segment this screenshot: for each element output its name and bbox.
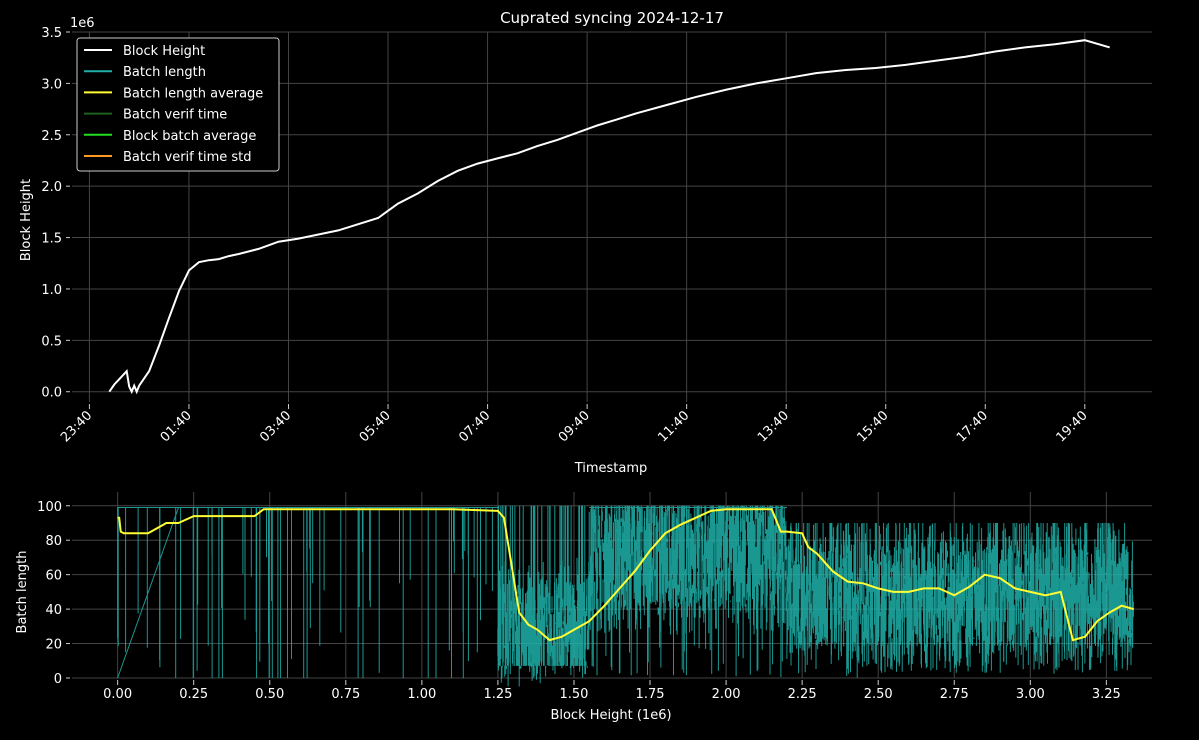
bottom-y-tick-label: 80	[45, 534, 62, 549]
bottom-y-tick-label: 100	[37, 500, 62, 515]
block-height-line	[108, 39, 1110, 395]
bottom-y-tick-label: 0	[54, 672, 62, 687]
bottom-x-tick-label: 2.75	[940, 687, 969, 702]
legend-label: Batch verif time	[123, 108, 227, 123]
top-y-tick-label: 3.0	[41, 77, 62, 92]
top-y-tick-label: 0.5	[41, 334, 62, 349]
bottom-y-axis-label: Batch length	[15, 551, 30, 634]
legend-items: Block Height Batch length Batch length ave…	[84, 44, 263, 165]
bottom-y-tick-labels: 0 20 40 60 80 100	[37, 500, 70, 687]
bottom-chart: 0 20 40 60 80 100 0.00 0.25 0.50 0.75 1.00 1.25 1.5…	[15, 492, 1152, 723]
legend-box	[76, 37, 280, 172]
top-y-tick-label: 3.5	[41, 26, 62, 41]
batch-length-average-line	[117, 508, 1134, 642]
bottom-x-tick-labels: 0.00 0.25 0.50 0.75 1.00 1.25 1.50 1.75 2.00 2.25…	[103, 680, 1121, 702]
bottom-x-tick-label: 1.00	[407, 687, 436, 702]
bottom-x-tick-label: 2.50	[864, 687, 893, 702]
bottom-x-tick-label: 1.75	[636, 687, 665, 702]
bottom-x-tick-label: 0.25	[179, 687, 208, 702]
top-y-tick-label: 1.0	[41, 283, 62, 298]
top-y-tick-label: 0.0	[41, 386, 62, 401]
bottom-x-tick-label: 0.50	[255, 687, 284, 702]
top-y-axis-label: Block Height	[19, 179, 34, 261]
legend-label: Block Height	[123, 44, 205, 59]
bottom-x-tick-label: 2.25	[788, 687, 817, 702]
top-y-tick-label: 1.5	[41, 232, 62, 247]
legend-label: Batch length average	[123, 86, 263, 101]
legend-label: Block batch average	[123, 129, 256, 144]
top-y-offset-label: 1e6	[70, 16, 95, 31]
bottom-y-tick-label: 60	[45, 569, 62, 584]
top-x-axis-label: Timestamp	[574, 461, 648, 476]
legend-label: Batch verif time std	[123, 150, 251, 165]
bottom-y-tick-label: 20	[45, 638, 62, 653]
bottom-x-tick-label: 0.00	[103, 687, 132, 702]
bottom-y-tick-label: 40	[45, 603, 62, 618]
top-y-tick-labels: 0.0 0.5 1.0 1.5 2.0 2.5 3.0 3.5	[41, 26, 70, 401]
legend: Block Height Batch length Batch length ave…	[76, 37, 280, 172]
bottom-x-tick-label: 3.00	[1016, 687, 1045, 702]
legend-label: Batch length	[123, 65, 206, 80]
top-y-tick-label: 2.5	[41, 129, 62, 144]
batch-length-line	[117, 505, 1134, 687]
bottom-x-axis-label: Block Height (1e6)	[550, 708, 671, 723]
bottom-x-tick-label: 3.25	[1092, 687, 1121, 702]
bottom-x-tick-label: 0.75	[331, 687, 360, 702]
top-y-tick-label: 2.0	[41, 180, 62, 195]
bottom-x-tick-label: 2.00	[712, 687, 741, 702]
top-chart-title: Cuprated syncing 2024-12-17	[500, 9, 724, 27]
bottom-x-tick-label: 1.25	[483, 687, 512, 702]
bottom-x-tick-label: 1.50	[559, 687, 588, 702]
batch-length-series	[117, 505, 1134, 687]
